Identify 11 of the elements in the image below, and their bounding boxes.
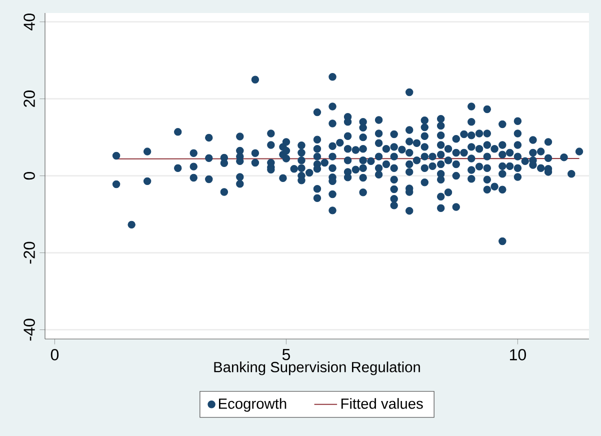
legend-label: Fitted values bbox=[341, 398, 423, 409]
y-tick-label: -40 bbox=[24, 318, 35, 341]
x-tick-label: 0 bbox=[50, 349, 59, 360]
y-tick-label: 0 bbox=[24, 172, 35, 180]
y-tick-label: 40 bbox=[24, 14, 35, 30]
x-tick-label: 5 bbox=[282, 349, 290, 360]
y-tick-label: -20 bbox=[24, 242, 35, 264]
x-axis-title: Banking Supervision Regulation bbox=[214, 362, 420, 376]
legend-label: Ecogrowth bbox=[219, 398, 286, 412]
x-tick-label: 10 bbox=[510, 349, 526, 360]
y-tick-label: 20 bbox=[24, 90, 35, 107]
